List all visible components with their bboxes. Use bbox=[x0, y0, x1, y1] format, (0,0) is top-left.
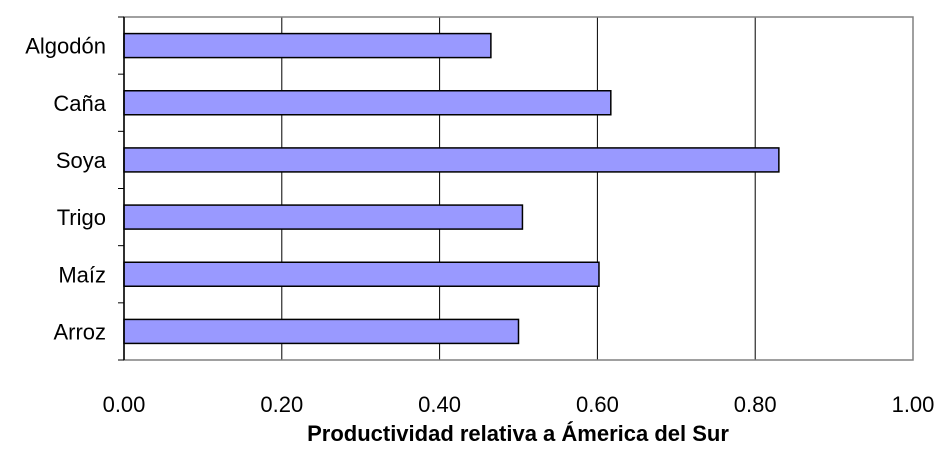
x-tick-label: 0.20 bbox=[260, 392, 303, 417]
bar bbox=[123, 32, 492, 59]
x-tick-label: 0.40 bbox=[418, 392, 461, 417]
bar bbox=[123, 318, 520, 345]
x-axis-title: Productividad relativa a Ámerica del Sur bbox=[307, 421, 729, 446]
grid-lines bbox=[281, 17, 756, 360]
bars bbox=[123, 32, 780, 345]
x-tick-label: 0.00 bbox=[103, 392, 146, 417]
category-label: Trigo bbox=[57, 205, 106, 230]
x-tick-labels: 0.00 0.20 0.40 0.60 0.80 1.00 bbox=[103, 392, 935, 417]
category-label: Maíz bbox=[58, 262, 106, 287]
category-labels: Algodón Caña Soya Trigo Maíz Arroz bbox=[25, 34, 107, 345]
category-label: Arroz bbox=[53, 319, 106, 344]
bar bbox=[123, 261, 600, 287]
y-axis-ticks bbox=[118, 16, 124, 361]
x-tick-label: 0.80 bbox=[734, 392, 777, 417]
x-tick-label: 1.00 bbox=[892, 392, 935, 417]
bar bbox=[123, 204, 524, 230]
bar bbox=[123, 90, 612, 116]
x-tick-label: 0.60 bbox=[576, 392, 619, 417]
bar bbox=[123, 147, 780, 173]
plot-area-border bbox=[123, 16, 914, 361]
category-label: Algodón bbox=[25, 34, 106, 59]
category-label: Caña bbox=[53, 91, 106, 116]
category-label: Soya bbox=[56, 148, 107, 173]
